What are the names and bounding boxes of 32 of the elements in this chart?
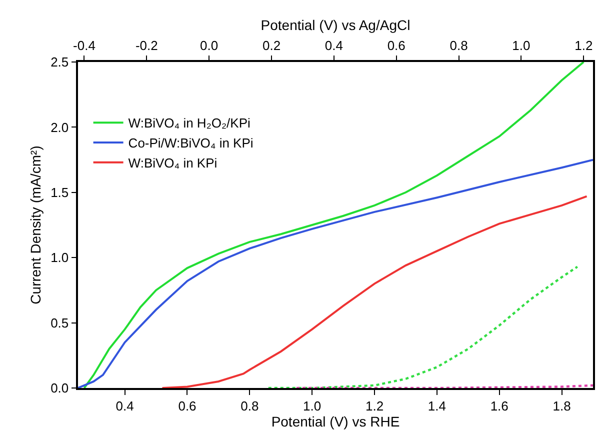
x-tick-label: 1.8 — [552, 398, 571, 414]
y-tick-label: 0.0 — [50, 380, 69, 396]
x2-tick-label: 0.2 — [262, 38, 281, 54]
x2-tick-label: 0.0 — [200, 38, 218, 54]
x-tick-label: 0.8 — [240, 398, 259, 414]
legend-label: W:BiVO₄ in H₂O₂/KPi — [128, 116, 250, 131]
x-tick-label: 0.4 — [116, 398, 134, 414]
x-axis-title: Potential (V) vs RHE — [271, 413, 400, 430]
line-series — [267, 266, 578, 388]
y-tick-label: 1.0 — [50, 250, 69, 266]
x-tick-label: 0.6 — [178, 398, 196, 414]
x2-tick-label: 0.8 — [450, 38, 468, 54]
x2-tick-label: 1.2 — [574, 38, 593, 54]
legend-label: Co-Pi/W:BiVO₄ in KPi — [128, 136, 254, 151]
x2-tick-label: 0.4 — [324, 38, 343, 54]
x2-tick-label: 1.0 — [512, 38, 530, 54]
line-series — [83, 62, 585, 388]
x2-tick-label: -0.4 — [73, 38, 96, 54]
line-series — [161, 195, 588, 388]
y-tick-label: 0.5 — [50, 315, 69, 330]
x-tick-label: 1.6 — [490, 398, 508, 414]
legend-label: W:BiVO₄ in KPi — [128, 155, 218, 170]
x-tick-label: 1.4 — [428, 398, 446, 414]
x-tick-label: 1.2 — [365, 398, 384, 414]
y-axis-title: Current Density (mA/cm²) — [28, 146, 44, 304]
y-tick-label: 1.5 — [50, 184, 69, 200]
y-tick-label: 2.0 — [50, 120, 69, 135]
x2-tick-label: 0.6 — [387, 38, 406, 54]
x2-axis-title: Potential (V) vs Ag/AgCl — [260, 17, 410, 34]
y-tick-label: 2.5 — [50, 54, 69, 70]
x-tick-label: 1.0 — [303, 398, 322, 414]
x2-tick-label: -0.2 — [135, 38, 158, 54]
